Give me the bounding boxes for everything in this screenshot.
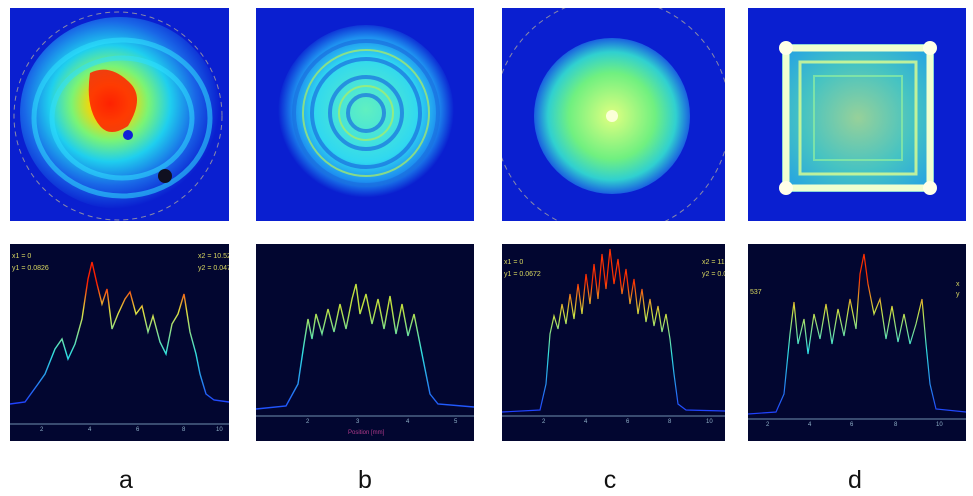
tick-label: 4	[88, 427, 92, 433]
tick-label: 2	[766, 422, 770, 428]
overlay-right-c-1: x2 = 11.	[702, 259, 725, 266]
overlay-left-c-1: x1 = 0	[504, 259, 524, 266]
tick-label: 4	[808, 422, 812, 428]
tick-label: 6	[626, 419, 630, 425]
overlay-right-c-2: y2 = 0.0	[702, 271, 725, 278]
tick-label: 10	[706, 419, 713, 425]
tick-label: 8	[668, 419, 672, 425]
overlay-right-d-2: y	[956, 291, 960, 298]
overlay-left-a-1: x1 = 0	[12, 253, 32, 260]
tick-label: 2	[542, 419, 546, 425]
overlay-left-d-1: 537	[750, 289, 762, 296]
profile-plot-d: 537 x y 2 4 6 8 10	[748, 244, 966, 441]
beam-image-b	[256, 8, 474, 221]
tick-label: 10	[216, 427, 223, 433]
panel-label-d: d	[848, 466, 862, 494]
profile-plot-c: x1 = 0 y1 = 0.0672 x2 = 11. y2 = 0.0 2 4…	[502, 244, 725, 441]
beam-image-d	[748, 8, 966, 221]
tick-label: 2	[306, 419, 310, 425]
panel-label-b: b	[358, 466, 372, 494]
tick-label: 5	[454, 419, 458, 425]
tick-label: 4	[584, 419, 588, 425]
tick-label: 3	[356, 419, 360, 425]
x-axis-label: Position [mm]	[348, 430, 385, 436]
profile-plot-b: 2 3 4 5 Position [mm]	[256, 244, 474, 441]
overlay-left-a-2: y1 = 0.0826	[12, 265, 49, 272]
panel-label-c: c	[603, 466, 617, 494]
overlay-right-a-1: x2 = 10.52	[198, 253, 229, 260]
overlay-right-d-1: x	[956, 281, 960, 288]
tick-label: 6	[850, 422, 854, 428]
tick-label: 10	[936, 422, 943, 428]
tick-label: 2	[40, 427, 44, 433]
tick-label: 8	[894, 422, 898, 428]
profile-plot-a: x1 = 0 y1 = 0.0826 x2 = 10.52 y2 = 0.047…	[10, 244, 229, 441]
panel-label-a: a	[119, 466, 133, 494]
beam-image-c	[502, 8, 725, 221]
beam-image-a	[10, 8, 229, 221]
tick-label: 6	[136, 427, 140, 433]
overlay-left-c-2: y1 = 0.0672	[504, 271, 541, 278]
tick-label: 4	[406, 419, 410, 425]
tick-label: 8	[182, 427, 186, 433]
